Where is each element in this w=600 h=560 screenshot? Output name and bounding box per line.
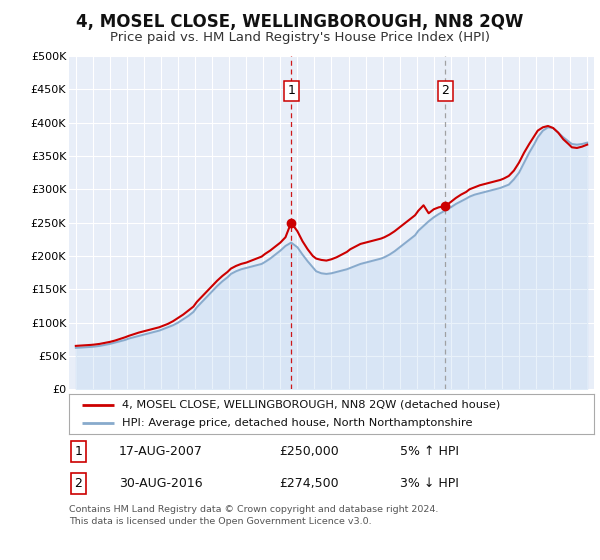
Text: 1: 1	[74, 445, 82, 458]
Text: Contains HM Land Registry data © Crown copyright and database right 2024.
This d: Contains HM Land Registry data © Crown c…	[69, 505, 439, 526]
Text: 2: 2	[74, 477, 82, 490]
Text: 30-AUG-2016: 30-AUG-2016	[119, 477, 203, 490]
Text: 3% ↓ HPI: 3% ↓ HPI	[400, 477, 458, 490]
Text: £274,500: £274,500	[279, 477, 338, 490]
Text: Price paid vs. HM Land Registry's House Price Index (HPI): Price paid vs. HM Land Registry's House …	[110, 31, 490, 44]
Text: 17-AUG-2007: 17-AUG-2007	[119, 445, 203, 458]
Text: 4, MOSEL CLOSE, WELLINGBOROUGH, NN8 2QW (detached house): 4, MOSEL CLOSE, WELLINGBOROUGH, NN8 2QW …	[121, 400, 500, 409]
Text: HPI: Average price, detached house, North Northamptonshire: HPI: Average price, detached house, Nort…	[121, 418, 472, 428]
Text: 1: 1	[287, 85, 295, 97]
Text: 2: 2	[441, 85, 449, 97]
Text: 5% ↑ HPI: 5% ↑ HPI	[400, 445, 459, 458]
Text: 4, MOSEL CLOSE, WELLINGBOROUGH, NN8 2QW: 4, MOSEL CLOSE, WELLINGBOROUGH, NN8 2QW	[76, 13, 524, 31]
Text: £250,000: £250,000	[279, 445, 339, 458]
